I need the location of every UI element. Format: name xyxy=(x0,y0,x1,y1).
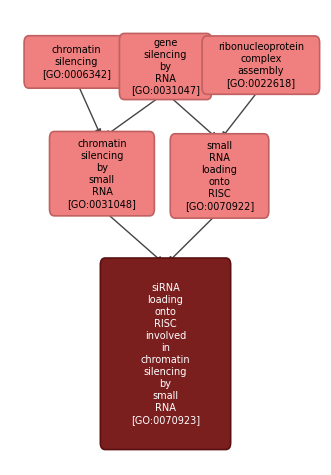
Text: gene
silencing
by
RNA
[GO:0031047]: gene silencing by RNA [GO:0031047] xyxy=(131,38,200,95)
Text: siRNA
loading
onto
RISC
involved
in
chromatin
silencing
by
small
RNA
[GO:0070923: siRNA loading onto RISC involved in chro… xyxy=(131,283,200,425)
FancyBboxPatch shape xyxy=(100,258,231,449)
Text: chromatin
silencing
by
small
RNA
[GO:0031048]: chromatin silencing by small RNA [GO:003… xyxy=(68,139,136,209)
Text: chromatin
silencing
[GO:0006342]: chromatin silencing [GO:0006342] xyxy=(42,45,111,79)
FancyBboxPatch shape xyxy=(50,132,154,216)
FancyBboxPatch shape xyxy=(24,36,129,88)
Text: ribonucleoprotein
complex
assembly
[GO:0022618]: ribonucleoprotein complex assembly [GO:0… xyxy=(218,42,304,88)
FancyBboxPatch shape xyxy=(119,33,212,100)
Text: small
RNA
loading
onto
RISC
[GO:0070922]: small RNA loading onto RISC [GO:0070922] xyxy=(185,141,254,211)
FancyBboxPatch shape xyxy=(170,134,269,218)
FancyBboxPatch shape xyxy=(202,36,320,95)
